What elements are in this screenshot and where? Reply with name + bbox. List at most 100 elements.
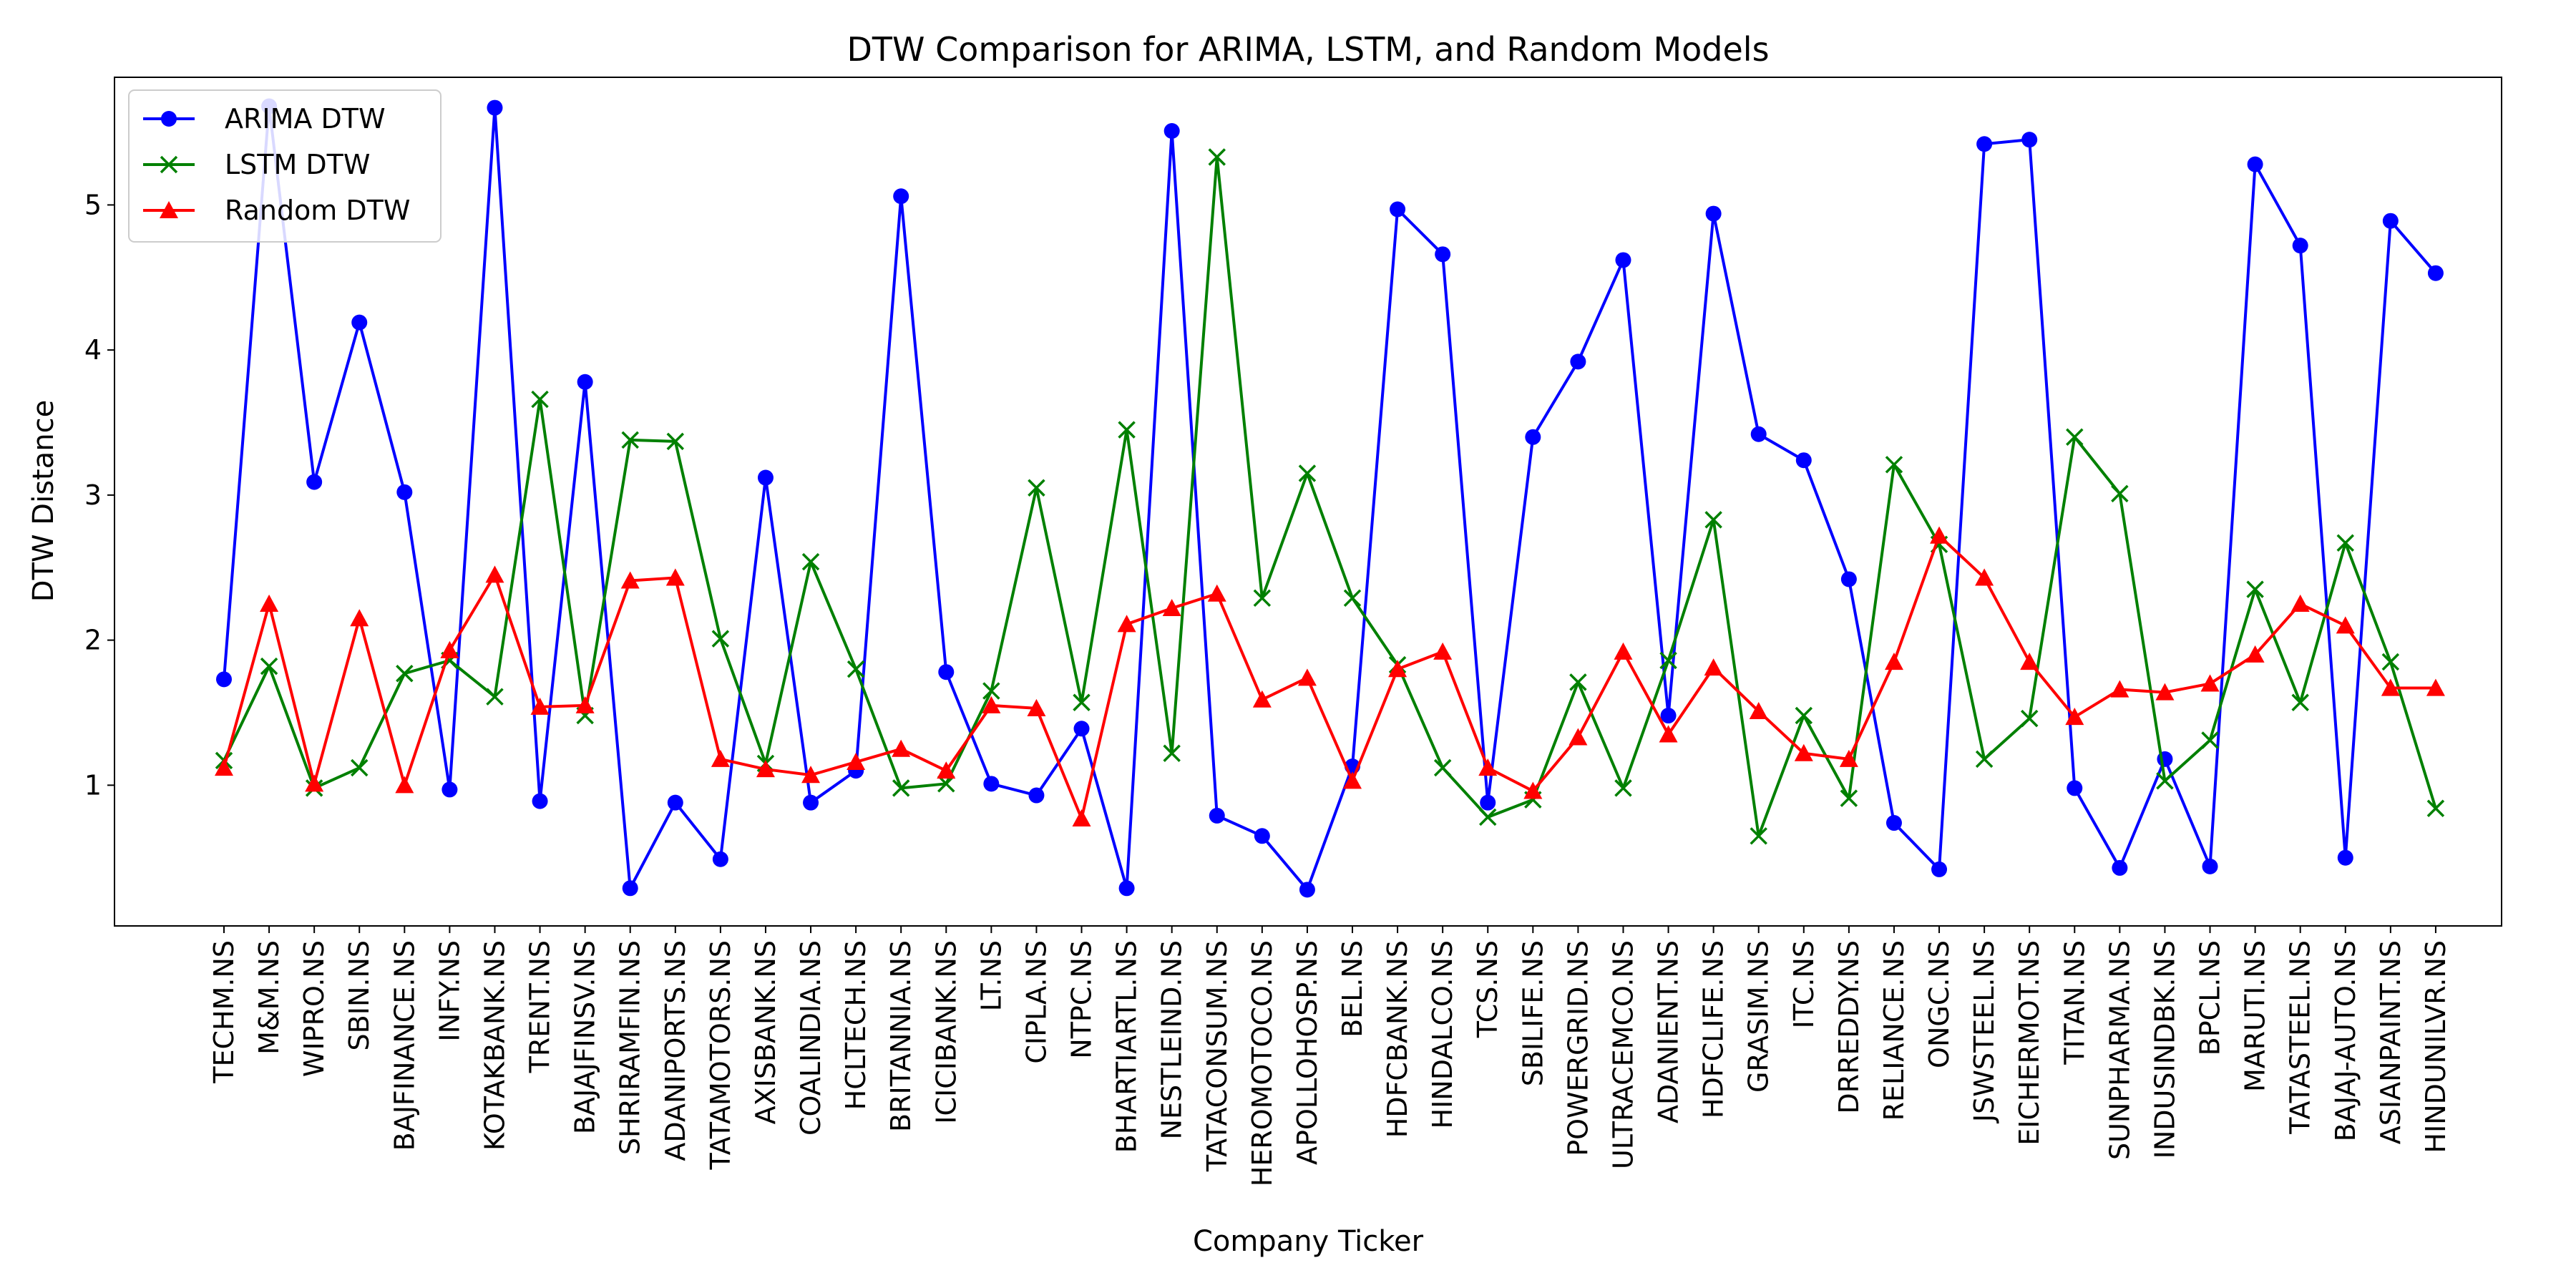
x-tick-label: TATASTEEL.NS bbox=[2285, 940, 2316, 1135]
data-point bbox=[622, 880, 638, 897]
data-point bbox=[1117, 615, 1136, 633]
data-point bbox=[1298, 464, 1317, 482]
series-layer bbox=[215, 98, 2445, 898]
x-tick-label: HINDALCO.NS bbox=[1427, 940, 1458, 1129]
data-point bbox=[1072, 809, 1091, 827]
data-point bbox=[982, 696, 1001, 713]
x-tick-label: WIPRO.NS bbox=[298, 940, 330, 1077]
data-point bbox=[441, 781, 458, 798]
data-point bbox=[2336, 534, 2354, 552]
data-point bbox=[756, 760, 775, 778]
x-tick-label: BEL.NS bbox=[1337, 940, 1368, 1038]
x-tick-label: ONGC.NS bbox=[1923, 940, 1955, 1068]
data-point bbox=[1433, 758, 1452, 777]
data-point bbox=[938, 664, 955, 680]
x-tick-label: GRASIM.NS bbox=[1743, 940, 1775, 1093]
data-point bbox=[1480, 794, 1496, 811]
data-point bbox=[2427, 265, 2444, 281]
x-tick-label: DRREDDY.NS bbox=[1833, 940, 1865, 1114]
data-point bbox=[2020, 653, 2039, 670]
x-axis-label: Company Ticker bbox=[1193, 1225, 1424, 1258]
data-point bbox=[532, 793, 548, 809]
data-point bbox=[1118, 880, 1135, 897]
data-point bbox=[2067, 780, 2083, 796]
x-tick-label: COALINDIA.NS bbox=[795, 940, 826, 1136]
data-point bbox=[395, 776, 414, 794]
data-point bbox=[665, 568, 685, 586]
data-point bbox=[1885, 456, 1903, 474]
data-point bbox=[711, 749, 730, 767]
data-point bbox=[485, 565, 504, 583]
x-tick-label: M&M.NS bbox=[253, 940, 285, 1055]
x-tick-label: TECHM.NS bbox=[208, 940, 240, 1084]
y-axis-label: DTW Distance bbox=[27, 400, 60, 602]
y-tick-label: 2 bbox=[84, 625, 102, 656]
x-tick-label: TRENT.NS bbox=[525, 940, 556, 1073]
data-point bbox=[2021, 132, 2038, 148]
y-axis-ticks: 1 2 3 4 5 bbox=[84, 189, 114, 801]
x-tick-label: EICHERMOT.NS bbox=[2014, 940, 2045, 1146]
data-point bbox=[305, 774, 324, 792]
legend-label: LSTM DTW bbox=[225, 149, 370, 180]
data-point bbox=[1931, 861, 1948, 877]
data-point bbox=[1659, 725, 1678, 743]
data-point bbox=[1794, 743, 1813, 761]
data-point bbox=[2111, 484, 2129, 503]
data-point bbox=[396, 665, 414, 683]
x-tick-label: APOLLOHOSP.NS bbox=[1292, 940, 1323, 1165]
x-tick-label: TCS.NS bbox=[1472, 940, 1503, 1038]
x-axis-ticks: TECHM.NS M&M.NS WIPRO.NS SBIN.NS BAJFINANCE.… bbox=[208, 926, 2451, 1186]
data-point bbox=[620, 571, 640, 589]
data-point bbox=[1750, 827, 1767, 845]
series-line bbox=[223, 534, 2436, 820]
data-point bbox=[2246, 580, 2264, 598]
data-point bbox=[1614, 642, 1633, 660]
data-point bbox=[2020, 709, 2039, 728]
x-tick-label: ADANIENT.NS bbox=[1653, 940, 1684, 1123]
x-tick-label: HEROMOTOCO.NS bbox=[1246, 940, 1278, 1186]
data-point bbox=[666, 432, 685, 451]
y-tick-label: 1 bbox=[84, 769, 102, 801]
x-tick-label: BRITANNIA.NS bbox=[885, 940, 917, 1132]
data-point bbox=[893, 188, 909, 205]
data-point bbox=[2426, 678, 2445, 696]
data-point bbox=[487, 99, 503, 116]
x-tick-label: INDUSINDBK.NS bbox=[2149, 940, 2180, 1158]
data-point bbox=[892, 779, 910, 797]
data-point bbox=[2292, 238, 2308, 254]
data-point bbox=[2245, 645, 2265, 663]
x-tick-label: BAJAJ-AUTO.NS bbox=[2330, 940, 2361, 1141]
data-point bbox=[1840, 571, 1857, 587]
data-point bbox=[2381, 653, 2400, 671]
chart-title: DTW Comparison for ARIMA, LSTM, and Rand… bbox=[847, 30, 1769, 69]
x-tick-label: INFY.NS bbox=[434, 940, 465, 1042]
data-point bbox=[1479, 808, 1497, 826]
data-point bbox=[1704, 658, 1723, 676]
legend-box bbox=[128, 89, 441, 243]
data-point bbox=[757, 469, 774, 486]
data-point bbox=[351, 314, 368, 331]
data-point bbox=[711, 630, 730, 648]
data-point bbox=[1749, 701, 1768, 720]
data-point bbox=[1118, 421, 1136, 439]
x-tick-label: HDFCBANK.NS bbox=[1382, 940, 1413, 1138]
data-point bbox=[1884, 653, 1903, 670]
x-tick-label: NESTLEIND.NS bbox=[1156, 940, 1188, 1139]
data-point bbox=[1299, 882, 1315, 898]
data-point bbox=[2426, 799, 2445, 818]
x-tick-label: TATACONSUM.NS bbox=[1201, 940, 1233, 1172]
data-point bbox=[1839, 749, 1858, 767]
series-line bbox=[223, 155, 2437, 838]
data-point bbox=[1795, 706, 1813, 725]
x-tick-label: BPCL.NS bbox=[2195, 940, 2226, 1055]
data-point bbox=[847, 660, 865, 678]
data-point bbox=[1975, 750, 1994, 769]
data-point bbox=[575, 696, 595, 713]
data-point bbox=[1073, 693, 1091, 712]
x-tick-label: RELIANCE.NS bbox=[1878, 940, 1910, 1121]
data-point bbox=[216, 671, 232, 688]
data-point bbox=[577, 374, 593, 390]
data-point bbox=[2202, 858, 2218, 874]
data-point bbox=[215, 758, 233, 776]
